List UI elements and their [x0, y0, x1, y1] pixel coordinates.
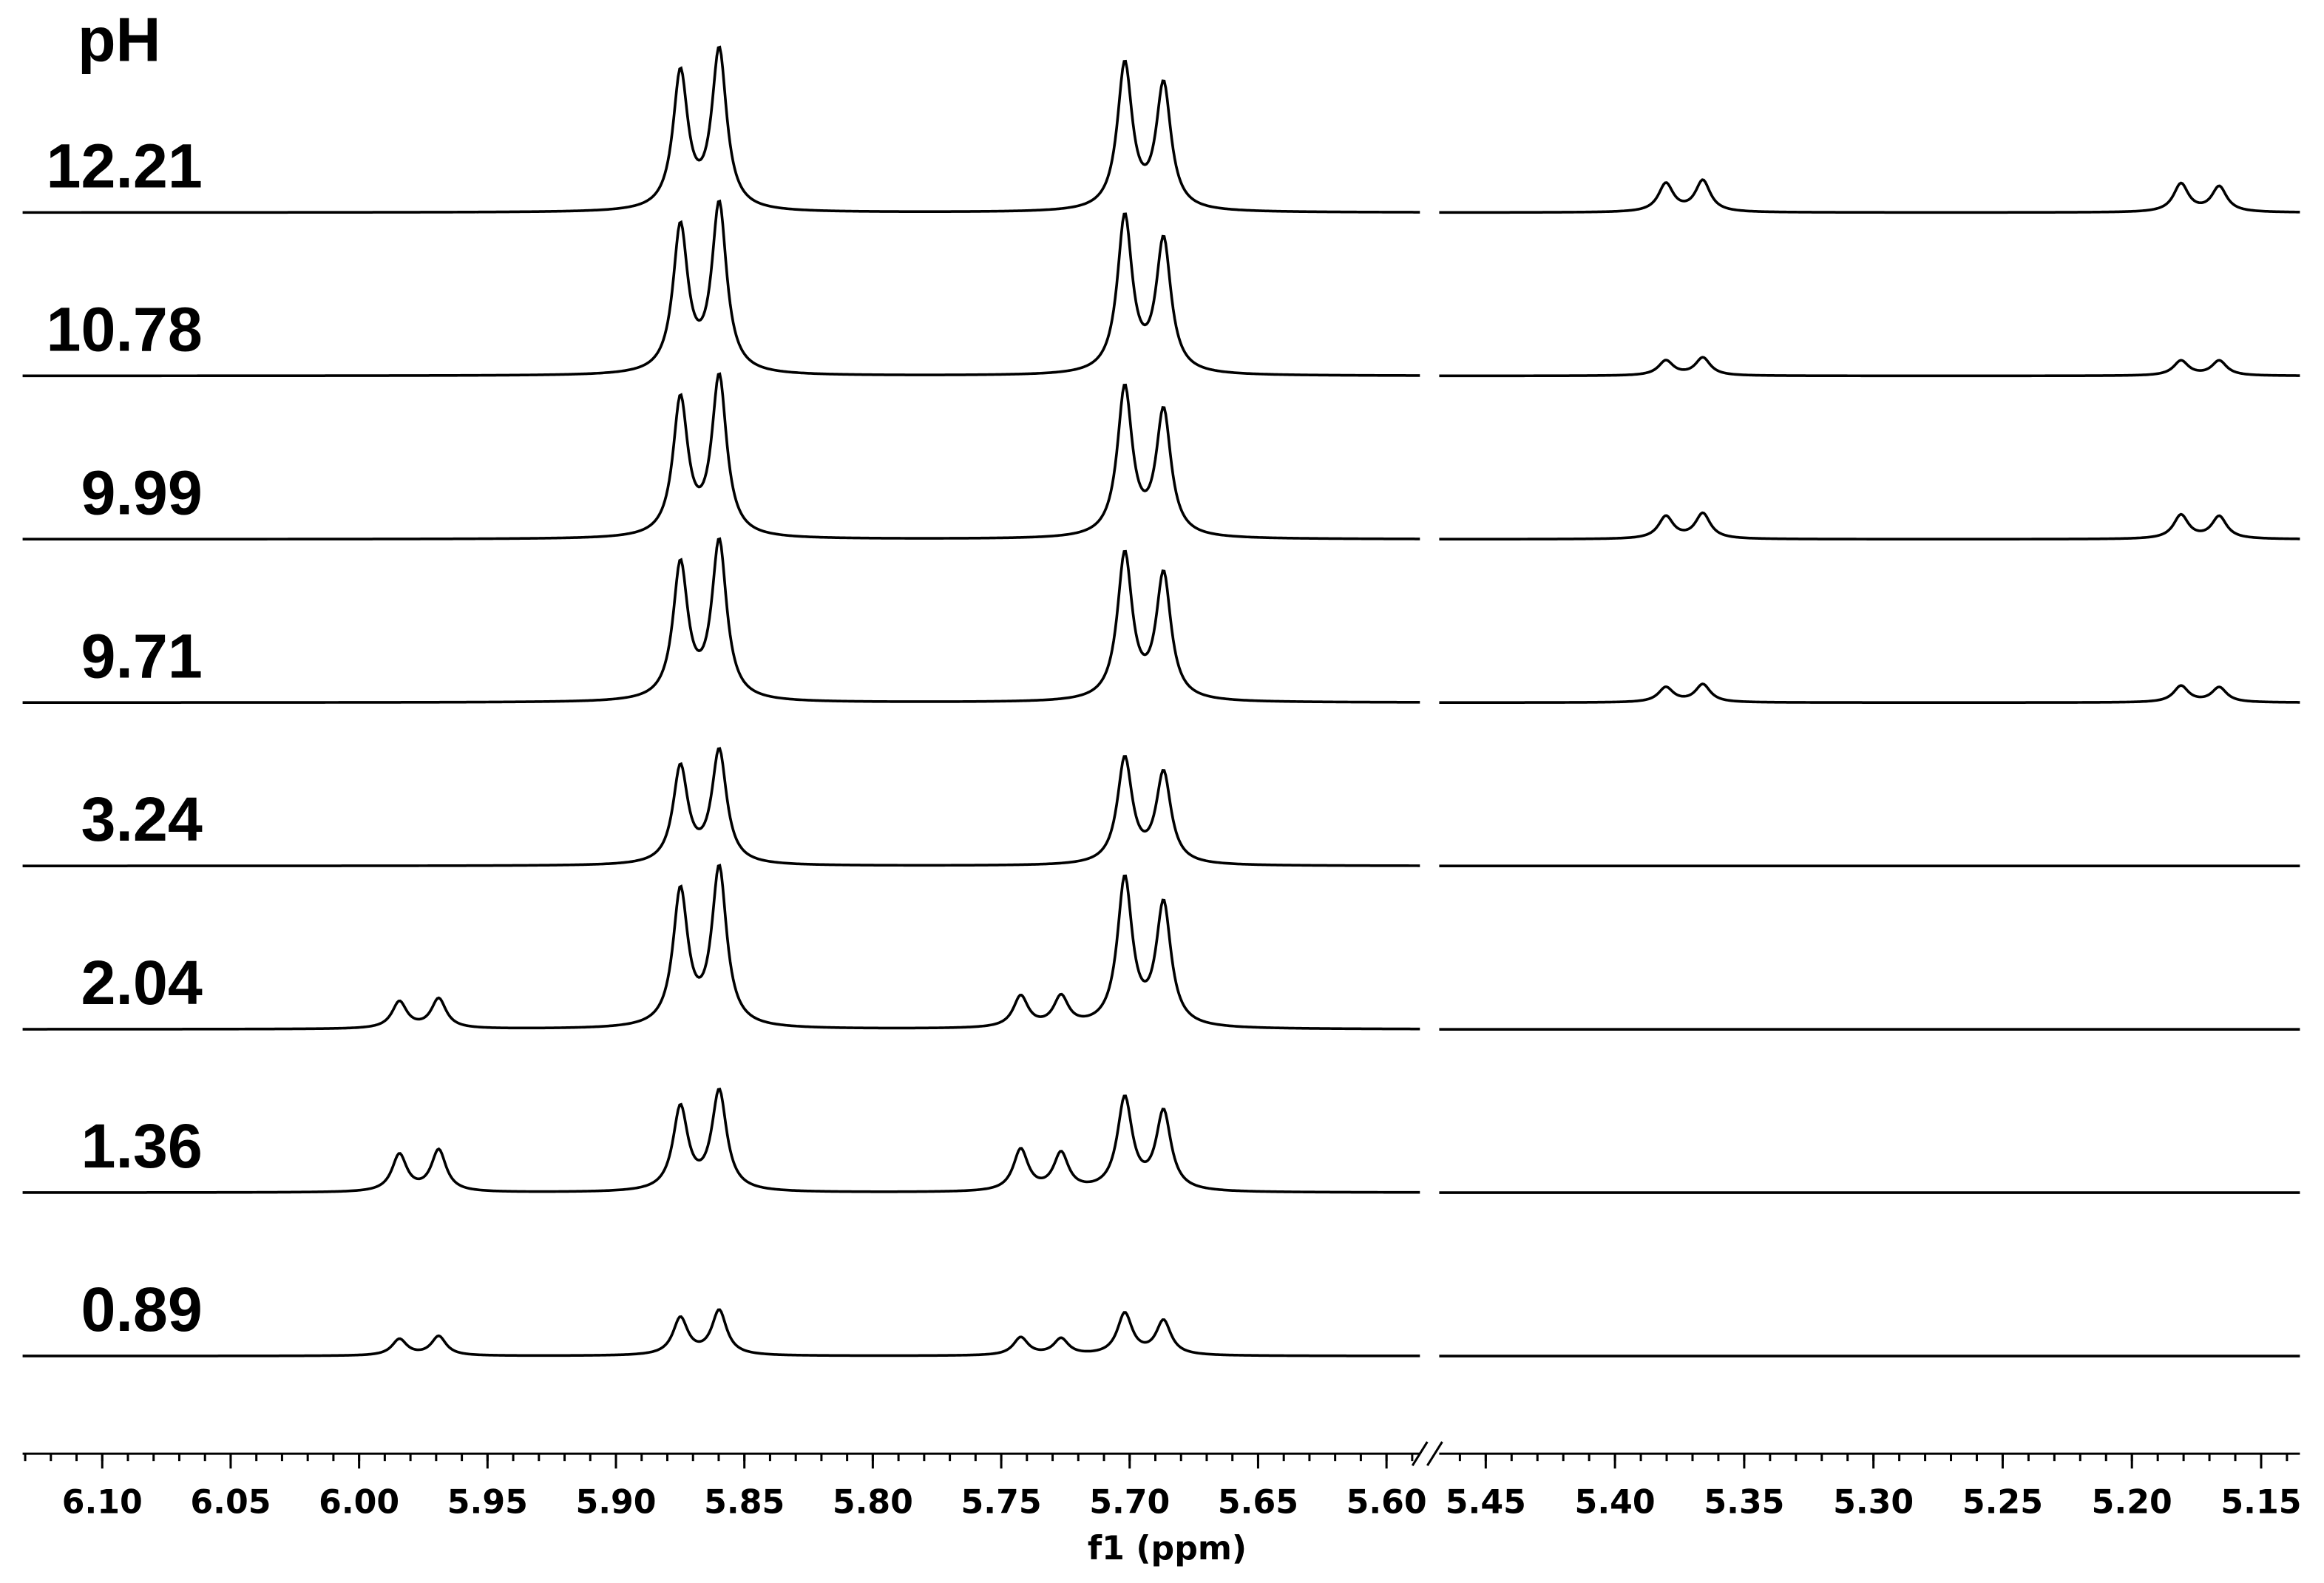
spectrum	[22, 1308, 1420, 1357]
x-tick-label: 5.45	[1446, 1483, 1526, 1521]
spectrum	[1439, 178, 2300, 214]
spectrum	[1439, 682, 2300, 705]
spectrum	[22, 372, 1420, 541]
x-tick-label: 6.05	[190, 1483, 271, 1521]
series-label: 10.78	[47, 294, 203, 364]
x-tick-label: 5.25	[1962, 1483, 2043, 1521]
chart-title: pH	[78, 5, 161, 75]
series-label: 2.04	[81, 948, 203, 1017]
x-axis-label: f1 (ppm)	[1088, 1530, 1247, 1567]
x-tick-label: 6.00	[319, 1483, 399, 1521]
spectrum	[1439, 511, 2300, 541]
x-tick-label: 5.30	[1833, 1483, 1914, 1521]
series-label: 9.99	[81, 458, 203, 527]
x-tick-label: 5.85	[704, 1483, 785, 1521]
x-tick-label: 5.70	[1089, 1483, 1170, 1521]
spectrum	[1439, 356, 2300, 378]
x-tick-label: 5.95	[447, 1483, 528, 1521]
x-tick-label: 5.90	[575, 1483, 656, 1521]
x-tick-label: 5.60	[1346, 1483, 1427, 1521]
x-tick-label: 5.75	[961, 1483, 1042, 1521]
spectrum	[22, 45, 1420, 214]
spectrum	[22, 1087, 1420, 1194]
x-tick-label: 5.80	[833, 1483, 913, 1521]
x-tick-label: 5.40	[1575, 1483, 1656, 1521]
series-label: 0.89	[81, 1275, 203, 1344]
series-label: 3.24	[81, 784, 203, 854]
spectrum	[22, 537, 1420, 704]
spectrum	[22, 864, 1420, 1031]
x-tick-label: 5.15	[2220, 1483, 2301, 1521]
x-tick-label: 6.10	[62, 1483, 143, 1521]
x-tick-label: 5.20	[2092, 1483, 2172, 1521]
spectrum	[22, 199, 1420, 378]
series-label: 1.36	[81, 1111, 203, 1181]
series-label: 9.71	[81, 621, 203, 691]
series-label: 12.21	[47, 131, 203, 200]
x-tick-label: 5.35	[1704, 1483, 1784, 1521]
spectrum	[22, 747, 1420, 867]
x-tick-label: 5.65	[1218, 1483, 1298, 1521]
